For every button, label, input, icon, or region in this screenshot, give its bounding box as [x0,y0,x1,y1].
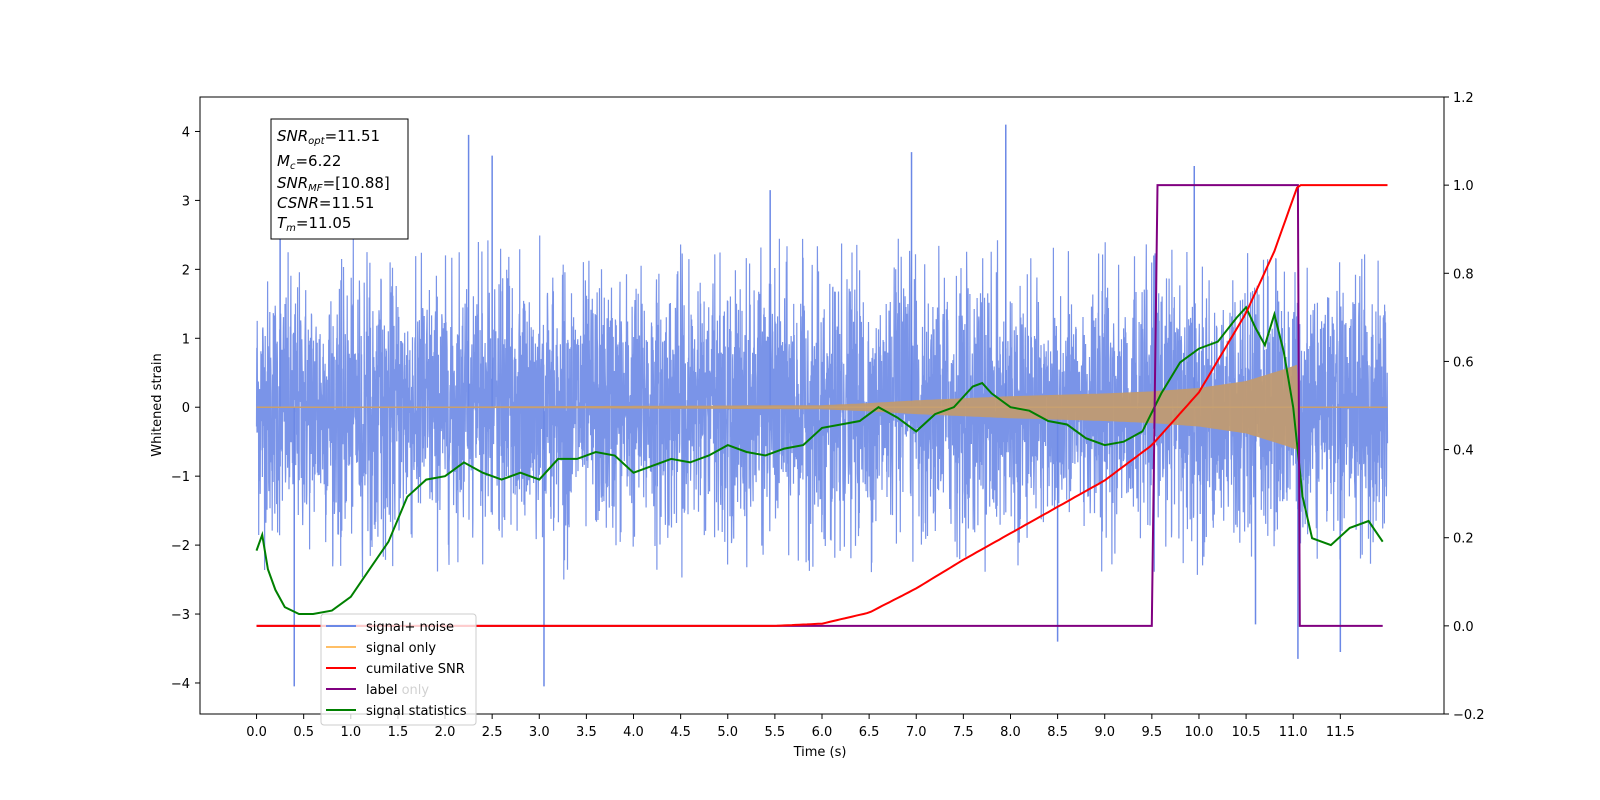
x-tick-label: 7.5 [953,725,974,740]
legend-frame [320,613,477,726]
y-tick-label: −4 [171,677,190,692]
x-tick-label: 10.0 [1184,725,1213,740]
legend-label: signal only [366,641,436,656]
y-axis-left: 4 3 2 1 0 −1 −2 −3 −4 [171,125,200,692]
y2-tick-label: 0.0 [1453,620,1474,635]
x-tick-label: 4.0 [623,725,644,740]
x-tick-label: 2.5 [482,725,503,740]
legend-label: signal+ noise [366,620,454,635]
info-snr-mf: SNRMF=[10.88] [277,174,390,194]
y2-tick-label: 1.0 [1453,179,1474,194]
x-tick-label: 7.0 [906,725,927,740]
info-box-frame [270,118,409,240]
x-tick-label: 8.0 [1000,725,1021,740]
info-tm: Tm=11.05 [277,214,351,234]
legend: signal+ noise signal only cumilative SNR la… [320,613,477,726]
legend-label: cumilative SNR [366,662,465,677]
y2-tick-label: 0.6 [1453,355,1474,370]
x-axis: 0.0 0.5 1.0 1.5 2.0 2.5 3.0 3.5 4.0 4.5 5.0 5.5 6.0 6… [246,714,1355,740]
x-axis-label: Time (s) [793,745,847,760]
info-snr-opt: SNRopt=11.51 [277,127,380,147]
series-signal-statistics-line [255,305,1384,615]
x-tick-label: 6.0 [812,725,833,740]
series-label-line [256,184,1383,627]
x-tick-label: 0.0 [246,725,267,740]
x-tick-label: 3.5 [576,725,597,740]
y2-tick-label: 1.2 [1453,91,1474,106]
y-tick-label: 4 [182,125,190,140]
y-tick-label: −2 [171,539,190,554]
x-tick-label: 4.5 [670,725,691,740]
y-axis-label: Whitened strain [150,353,165,456]
y2-tick-label: 0.2 [1453,532,1474,547]
x-tick-label: 3.0 [529,725,550,740]
x-tick-label: 5.5 [765,725,786,740]
x-tick-label: 9.5 [1142,725,1163,740]
x-tick-label: 11.0 [1279,725,1308,740]
plot-area [255,124,1389,687]
y2-tick-label: 0.8 [1453,267,1474,282]
x-tick-label: 5.0 [717,725,738,740]
y-axis-right: 1.2 1.0 0.8 0.6 0.4 0.2 0.0 −0.2 [1444,91,1485,723]
y-tick-label: 3 [182,194,190,209]
x-tick-label: 10.5 [1232,725,1261,740]
info-box: SNRopt=11.51 Mc=6.22 SNRMF=[10.88] CSNR=… [270,118,409,240]
y-tick-label: −3 [171,608,190,623]
info-csnr: CSNR=11.51 [277,194,374,212]
y-tick-label: 1 [182,332,190,347]
legend-label: label [366,683,397,698]
x-tick-label: 8.5 [1047,725,1068,740]
info-mc: Mc=6.22 [277,152,341,172]
x-tick-label: 11.5 [1326,725,1355,740]
x-tick-label: 2.0 [435,725,456,740]
y2-tick-label: −0.2 [1453,708,1485,723]
y2-tick-label: 0.4 [1453,444,1474,459]
x-tick-label: 0.5 [293,725,314,740]
y-tick-label: −1 [171,470,190,485]
y-tick-label: 2 [182,263,190,278]
x-tick-label: 1.5 [388,725,409,740]
x-tick-label: 1.0 [340,725,361,740]
legend-hidden-label: label only [366,683,429,698]
x-tick-label: 9.0 [1094,725,1115,740]
y-tick-label: 0 [182,401,190,416]
x-tick-label: 6.5 [859,725,880,740]
legend-label: signal statistics [366,704,467,719]
